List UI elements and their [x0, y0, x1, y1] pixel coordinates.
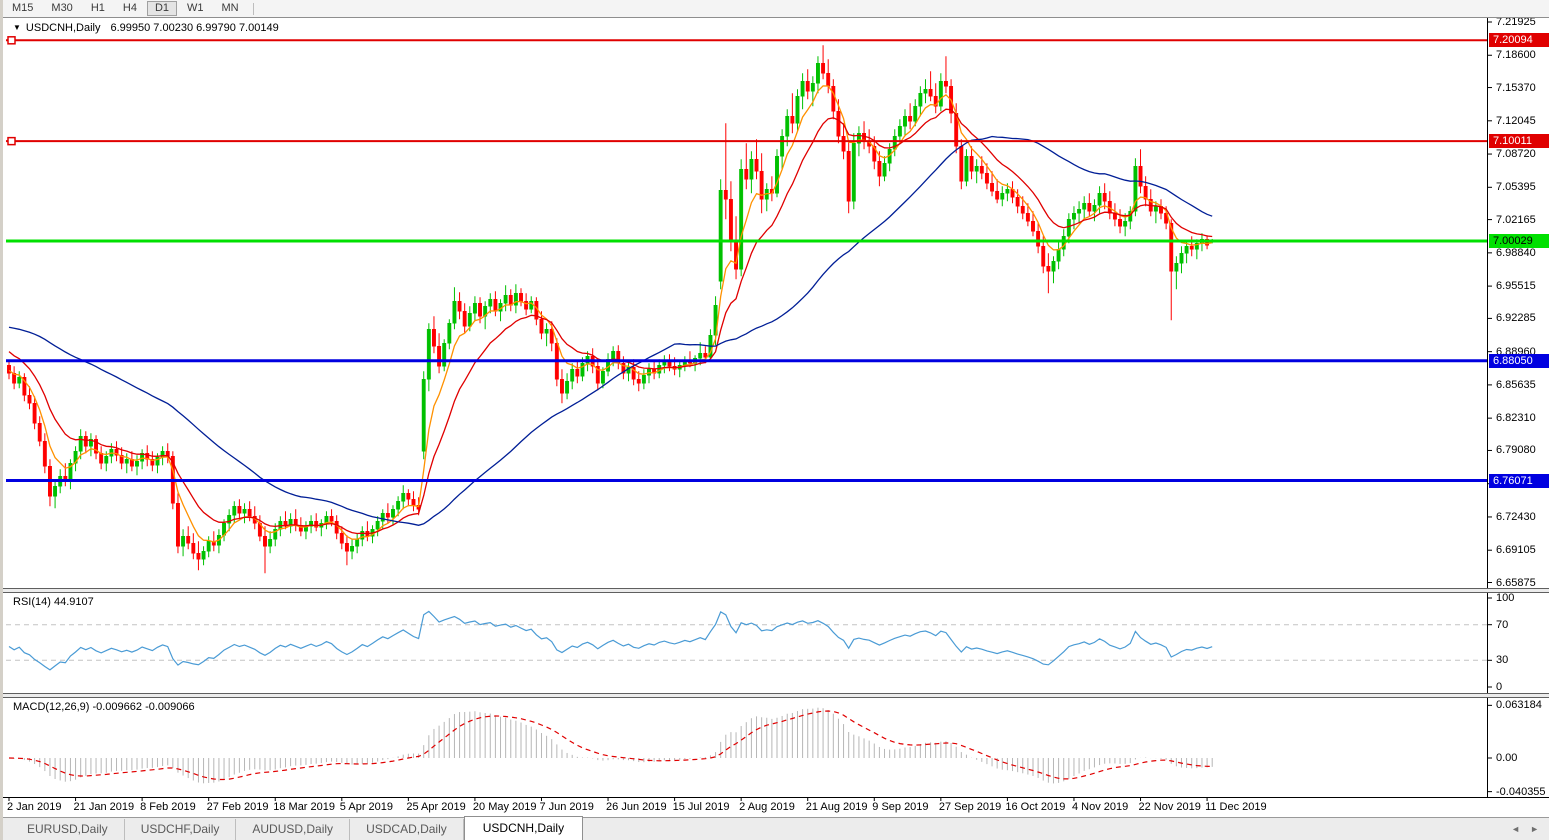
price-tick-label: 7.21925 [1496, 16, 1536, 28]
date-tick-label: 5 Apr 2019 [339, 801, 394, 813]
price-chart-plot[interactable] [3, 0, 1549, 818]
chart-tab-audusd[interactable]: AUDUSD,Daily [236, 819, 351, 840]
ma-slow [8, 135, 1213, 526]
date-tick-label: 26 Jun 2019 [606, 801, 667, 813]
price-scale[interactable]: 7.21925 7.18600 7.15370 7.12045 7.08720 7.053… [1488, 16, 1549, 818]
line-anchor-marker[interactable] [7, 136, 16, 146]
price-line-badge: 7.20094 [1489, 33, 1549, 48]
tab-scroll-left-icon[interactable]: ◄ [1511, 824, 1521, 834]
chart-tabs: EURUSD,Daily USDCHF,Daily AUDUSD,Daily USDC… [11, 816, 584, 840]
date-tick-label: 2 Jan 2019 [7, 801, 62, 813]
price-tick-label: 6.82310 [1496, 412, 1536, 425]
price-line-badge: 7.10011 [1489, 134, 1549, 149]
price-tick-label: 7.05395 [1496, 181, 1536, 194]
date-tick-label: 2 Aug 2019 [739, 801, 795, 813]
price-tick-label: 6.79080 [1496, 444, 1536, 457]
date-tick-label: 16 Oct 2019 [1005, 801, 1066, 813]
timeframe-button-d1[interactable]: D1 [146, 1, 177, 16]
price-line-badge: 6.76071 [1489, 473, 1549, 488]
price-tick-label: 6.65875 [1496, 576, 1536, 589]
date-tick-label: 25 Apr 2019 [406, 801, 466, 813]
time-scale[interactable]: 2 Jan 2019 21 Jan 2019 8 Feb 2019 27 Feb 20… [3, 798, 1487, 817]
date-tick-label: 15 Jul 2019 [672, 801, 730, 813]
date-tick-label: 27 Feb 2019 [206, 801, 269, 813]
date-tick-label: 11 Dec 2019 [1205, 801, 1267, 813]
chart-tab-usdcnh[interactable]: USDCNH,Daily [463, 816, 584, 840]
macd-indicator-label: MACD(12,26,9) -0.009662 -0.009066 [13, 701, 195, 713]
price-tick-label: 7.15370 [1496, 81, 1536, 94]
symbol-period-label: USDCNH,Daily [25, 22, 101, 34]
date-tick-label: 22 Nov 2019 [1138, 801, 1201, 813]
tab-scroll-right-icon[interactable]: ► [1530, 824, 1539, 834]
price-tick-label: 6.72430 [1496, 510, 1536, 523]
rsi-tick-label: 70 [1496, 618, 1509, 631]
timeframe-button-w1[interactable]: W1 [187, 2, 204, 14]
rsi-panel [6, 610, 1487, 671]
tab-scroll-buttons: ◄ ► [1511, 823, 1539, 835]
ma-fast [8, 85, 1213, 543]
timeframe-button-m15[interactable]: M15 [12, 2, 34, 14]
macd-tick-label: 0.00 [1496, 752, 1518, 764]
price-tick-label: 7.02165 [1496, 213, 1536, 226]
date-tick-label: 27 Sep 2019 [938, 801, 1002, 813]
rsi-indicator-label: RSI(14) 44.9107 [13, 596, 94, 608]
chart-title: ▼ USDCNH,Daily 6.99950 7.00230 6.99790 7.0… [13, 22, 279, 34]
price-line-badge: 7.00029 [1489, 233, 1549, 248]
rsi-tick-label: 0 [1496, 681, 1503, 693]
chart-tab-bar: EURUSD,Daily USDCHF,Daily AUDUSD,Daily USDC… [3, 816, 1549, 840]
panel-separator-macd[interactable] [3, 693, 1549, 698]
price-tick-label: 7.18600 [1496, 49, 1536, 62]
timeframe-button-h4[interactable]: H4 [122, 2, 137, 14]
chart-tab-eurusd[interactable]: EURUSD,Daily [11, 819, 125, 840]
price-tick-label: 6.85635 [1496, 378, 1536, 391]
toolbar-separator [252, 2, 254, 15]
date-tick-label: 7 Jun 2019 [539, 801, 594, 813]
price-tick-label: 6.92285 [1496, 312, 1536, 325]
chevron-down-icon[interactable]: ▼ [13, 23, 21, 32]
ohlc-values: 6.99950 7.00230 6.99790 7.00149 [110, 22, 279, 34]
date-tick-label: 4 Nov 2019 [1071, 801, 1129, 813]
date-tick-label: 9 Sep 2019 [872, 801, 929, 813]
ma-medium [8, 108, 1213, 535]
date-tick-label: 18 Mar 2019 [273, 801, 335, 813]
date-tick-label: 21 Aug 2019 [805, 801, 868, 813]
price-tick-label: 6.98840 [1496, 246, 1536, 259]
price-tick-label: 7.08720 [1496, 148, 1536, 161]
macd-tick-label: 0.063184 [1496, 699, 1542, 712]
rsi-tick-label: 100 [1496, 592, 1515, 604]
chart-tab-usdchf[interactable]: USDCHF,Daily [125, 819, 237, 840]
date-tick-label: 21 Jan 2019 [73, 801, 135, 813]
macd-signal-line [8, 710, 1213, 781]
chart-tab-usdcad[interactable]: USDCAD,Daily [350, 819, 464, 840]
rsi-line [8, 610, 1213, 671]
line-anchor-marker[interactable] [7, 36, 16, 45]
macd-panel [8, 707, 1213, 784]
rsi-tick-label: 30 [1496, 654, 1509, 667]
price-tick-label: 7.12045 [1496, 114, 1536, 127]
date-tick-label: 8 Feb 2019 [140, 801, 196, 813]
price-line-badge: 6.88050 [1489, 353, 1549, 368]
macd-tick-label: -0.040355 [1496, 785, 1546, 798]
price-tick-label: 6.95515 [1496, 280, 1536, 293]
timeframe-button-m30[interactable]: M30 [51, 2, 73, 14]
timeframe-button-h1[interactable]: H1 [90, 2, 105, 14]
date-tick-label: 20 May 2019 [472, 801, 537, 813]
main-price-panel [7, 45, 1215, 574]
panel-separator-rsi[interactable] [3, 588, 1549, 593]
price-tick-label: 6.69105 [1496, 544, 1536, 557]
candlesticks [7, 45, 1215, 574]
timeframe-button-mn[interactable]: MN [221, 2, 239, 14]
timeframe-toolbar: M15 M30 H1 H4 D1 W1 MN [3, 0, 1549, 18]
